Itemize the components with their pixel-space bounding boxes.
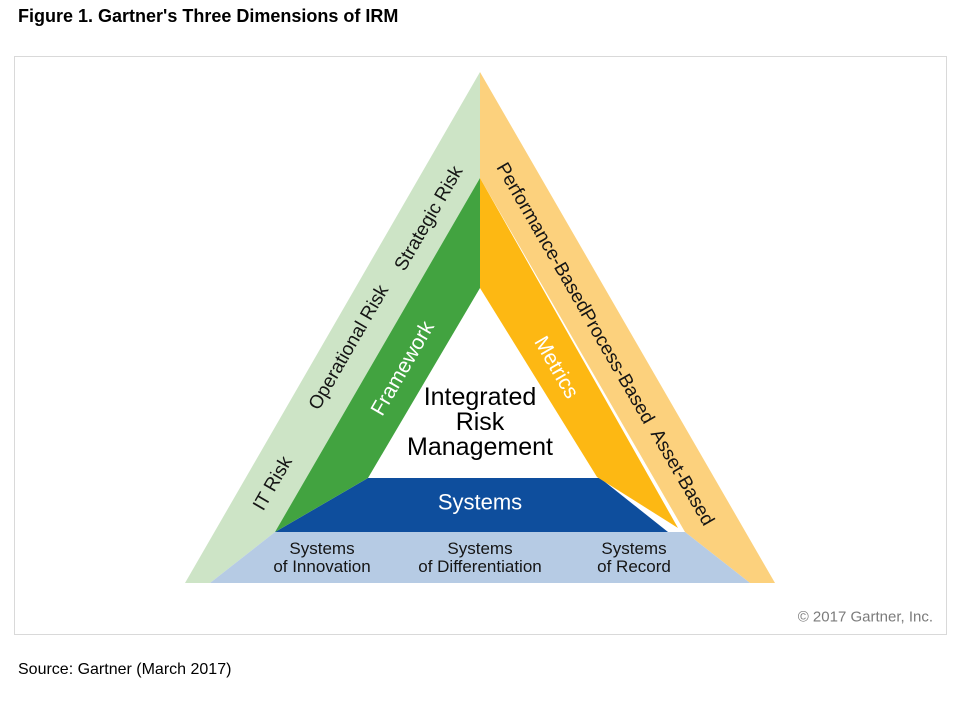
copyright-note: © 2017 Gartner, Inc. <box>798 608 933 625</box>
systems-of-differentiation-line1: Systems <box>447 539 512 558</box>
risk-band-shape <box>185 72 480 583</box>
systems-of-differentiation-line2: of Differentiation <box>418 557 541 576</box>
systems-base-bar-shape <box>210 532 750 583</box>
systems-label: Systems <box>438 490 522 515</box>
irm-center-label-line2: Risk <box>456 408 505 436</box>
systems-of-record-line1: Systems <box>601 539 666 558</box>
metric-types-band-shape <box>480 72 775 583</box>
systems-of-innovation-line2: of Innovation <box>273 557 370 576</box>
source-note: Source: Gartner (March 2017) <box>18 661 232 678</box>
irm-center-label-line3: Management <box>407 433 553 461</box>
systems-bar-shape <box>275 478 668 532</box>
systems-of-innovation-line1: Systems <box>289 539 354 558</box>
figure-title: Figure 1. Gartner's Three Dimensions of … <box>18 6 399 26</box>
systems-of-record-line2: of Record <box>597 557 671 576</box>
metrics-ribbon-shape <box>480 178 678 528</box>
framework-ribbon-shape <box>275 178 480 532</box>
irm-center-label-line1: Integrated <box>424 383 537 411</box>
